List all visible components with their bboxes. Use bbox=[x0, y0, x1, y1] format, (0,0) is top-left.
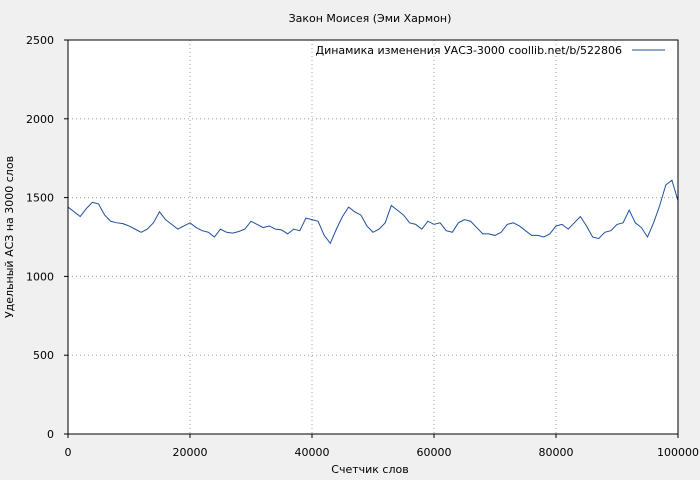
legend: Динамика изменения УАСЗ-3000 coollib.net… bbox=[316, 44, 665, 57]
series-line bbox=[67, 179, 679, 245]
plot-area bbox=[68, 40, 678, 434]
x-axis: 0 20000 40000 60000 80000 100000 bbox=[65, 434, 699, 459]
x-axis-label: Счетчик слов bbox=[331, 463, 408, 476]
x-tick-label: 80000 bbox=[539, 446, 574, 459]
x-tick-label: 0 bbox=[65, 446, 72, 459]
x-tick-label: 60000 bbox=[417, 446, 452, 459]
plot-border bbox=[67, 39, 679, 435]
y-tick-label: 1000 bbox=[26, 270, 54, 283]
y-tick-label: 2000 bbox=[26, 113, 54, 126]
series-layer bbox=[67, 179, 679, 245]
y-axis: 0 500 1000 1500 2000 2500 bbox=[26, 34, 68, 441]
x-tick-label: 100000 bbox=[657, 446, 699, 459]
y-tick-label: 500 bbox=[33, 349, 54, 362]
y-tick-label: 0 bbox=[47, 428, 54, 441]
legend-label: Динамика изменения УАСЗ-3000 coollib.net… bbox=[316, 44, 623, 57]
y-tick-label: 1500 bbox=[26, 192, 54, 205]
x-tick-label: 40000 bbox=[295, 446, 330, 459]
y-axis-label: Удельный АСЗ на 3000 слов bbox=[3, 156, 16, 318]
grid bbox=[68, 40, 678, 434]
x-tick-label: 20000 bbox=[173, 446, 208, 459]
y-tick-label: 2500 bbox=[26, 34, 54, 47]
chart-title: Закон Моисея (Эми Хармон) bbox=[289, 12, 452, 25]
